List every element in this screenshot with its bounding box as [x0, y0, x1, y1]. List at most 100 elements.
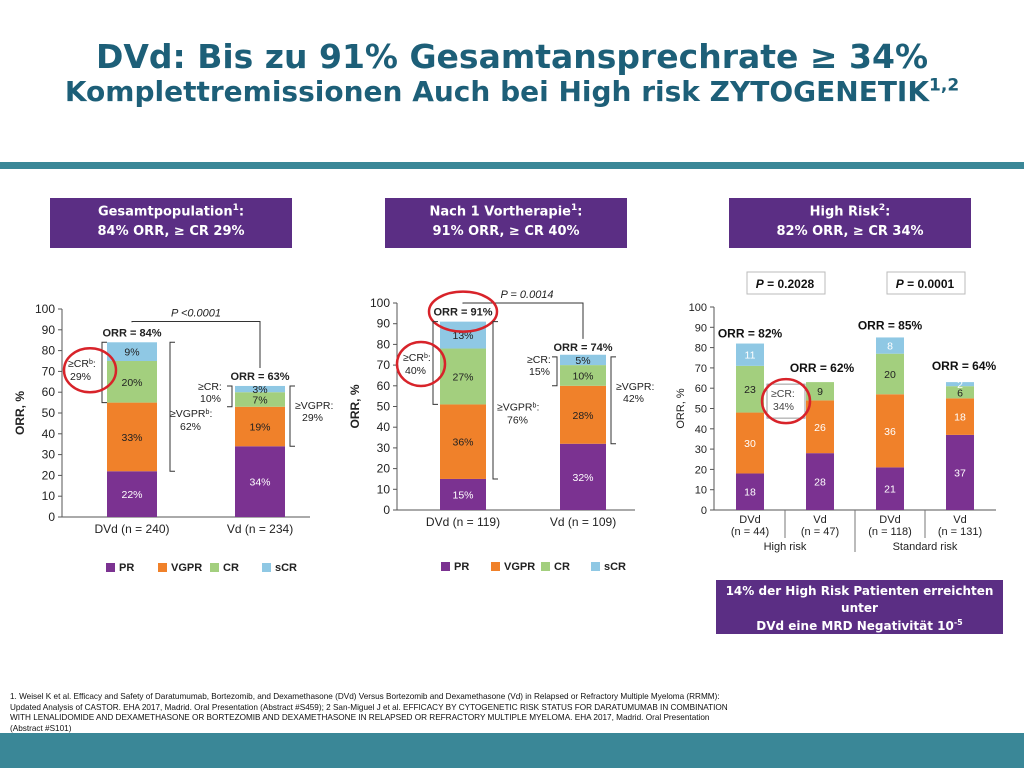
y-tick-label: 0 — [383, 503, 390, 517]
value-label-cr-0: 23 — [744, 384, 756, 396]
y-tick-label: 60 — [695, 383, 707, 395]
category-label-1: Vd (n = 109) — [550, 515, 616, 529]
category-sublabel-2: (n = 118) — [868, 526, 912, 538]
y-tick-label: 100 — [370, 296, 390, 310]
p-value-bracket — [131, 320, 261, 368]
y-tick-label: 40 — [42, 427, 56, 441]
y-tick-label: 80 — [42, 344, 56, 358]
legend-swatch-pr — [106, 563, 115, 572]
bar-scr-0 — [440, 321, 486, 349]
vgpr-annotation-vd-value: 42% — [623, 393, 644, 405]
value-label-scr-1: 5% — [575, 355, 590, 367]
value-label-vgpr-0: 30 — [744, 438, 756, 450]
legend-swatch-vgpr — [158, 563, 167, 572]
y-tick-label: 70 — [695, 363, 707, 375]
bar-cr-1 — [235, 392, 285, 407]
p-value-0: P = 0.2028 — [756, 277, 815, 291]
y-tick-label: 70 — [42, 364, 56, 378]
header-overall-sup: 1 — [232, 203, 239, 213]
value-label-scr-0: 13% — [452, 330, 473, 342]
header-box-overall-line2: 84% ORR, ≥ CR 29% — [97, 223, 245, 239]
value-label-cr-1: 9 — [817, 386, 823, 398]
orr-label-1: ORR = 63% — [231, 371, 290, 383]
orr-label-0: ORR = 91% — [434, 307, 493, 319]
bar-pr-1 — [235, 446, 285, 517]
bar-cr-2 — [876, 353, 904, 395]
bar-vgpr-1 — [560, 385, 606, 444]
bar-vgpr-0 — [107, 402, 157, 472]
vgpr-annotation-dvd-value: 62% — [180, 421, 201, 433]
cr-annotation-vd: ≥CR: — [198, 381, 222, 393]
orr-label-1: ORR = 62% — [790, 361, 855, 375]
category-sublabel-1: (n = 47) — [801, 526, 839, 538]
bar-pr-0 — [736, 473, 764, 510]
chart-overall-svg: 0 10 20 30 40 50 60 70 80 90 100 ORR, % 22% 33% 20% 9% D… — [13, 302, 333, 574]
bar-cr-3 — [946, 386, 974, 399]
category-sublabel-3: (n = 131) — [938, 526, 982, 538]
legend-label-scr: sCR — [604, 561, 626, 573]
bar-scr-1 — [560, 354, 606, 366]
bar-vgpr-0 — [736, 412, 764, 474]
value-label-cr-1: 10% — [572, 370, 593, 382]
header-box-overall-line1: Gesamtpopulation1: — [50, 202, 292, 222]
title-superscript: 1,2 — [929, 75, 960, 96]
vgpr-annotation-dvd-value: 76% — [507, 415, 528, 427]
p-value-box-high-risk — [746, 271, 826, 295]
header-overall-colon: : — [238, 204, 245, 220]
header-high-risk-sup: 2 — [878, 203, 886, 213]
value-label-cr-3: 6 — [957, 387, 963, 399]
value-label-vgpr-1: 19% — [249, 422, 270, 434]
y-tick-label: 100 — [35, 302, 55, 316]
legend-label-cr: CR — [223, 562, 239, 574]
cr-annotation: ≥CR: — [771, 388, 795, 400]
orr-label-3: ORR = 64% — [932, 359, 997, 373]
cr-annotation-dvd-value: 40% — [405, 365, 426, 377]
cr-annotation-vd-value: 15% — [529, 366, 550, 378]
header-box-one-prior: Nach 1 Vortherapie1: 91% ORR, ≥ CR 40% — [385, 198, 627, 248]
bar-scr-1 — [235, 385, 285, 393]
value-label-scr-2: 8 — [887, 341, 893, 353]
header-one-prior-colon: : — [577, 204, 583, 220]
legend-label-pr: PR — [454, 561, 469, 573]
y-tick-label: 0 — [48, 510, 55, 524]
y-tick-label: 80 — [695, 343, 707, 355]
y-axis-label: ORR, % — [13, 391, 27, 435]
vgpr-annotation-dvd: ≥VGPRb: — [170, 408, 212, 420]
references: 1. Weisel K et al. Efficacy and Safety o… — [10, 692, 728, 733]
vgpr-bracket-dvd — [492, 321, 498, 480]
bar-scr-2 — [876, 337, 904, 354]
value-label-scr-3: 2 — [957, 379, 963, 391]
highlight-circle-cr-dvd — [395, 340, 447, 388]
header-high-risk-colon: : — [885, 204, 891, 220]
vgpr-annotation-vd-value: 29% — [302, 412, 323, 424]
y-tick-label: 70 — [377, 358, 391, 372]
title-divider — [0, 162, 1024, 169]
group-label-high-risk: High risk — [764, 541, 807, 553]
bar-pr-1 — [806, 453, 834, 510]
y-axis-label: ORR, % — [675, 388, 687, 429]
bar-scr-0 — [107, 342, 157, 361]
vgpr-annotation-vd: ≥VGPR: — [616, 381, 654, 393]
bar-vgpr-1 — [235, 406, 285, 447]
cr-bracket-dvd — [432, 321, 438, 405]
cr-annotation-vd: ≥CR: — [527, 354, 551, 366]
y-tick-label: 60 — [42, 385, 56, 399]
y-tick-label: 30 — [695, 444, 707, 456]
slide-title: DVd: Bis zu 91% Gesamtansprechrate ≥ 34%… — [0, 37, 1024, 109]
y-tick-label: 0 — [701, 505, 707, 517]
bar-cr-1 — [806, 382, 834, 401]
bar-scr-0 — [736, 343, 764, 366]
title-line-1: DVd: Bis zu 91% Gesamtansprechrate ≥ 34% — [95, 37, 929, 76]
header-high-risk-title: High Risk — [809, 204, 879, 220]
mrd-box-line2: DVd eine MRD Negativität 10-5 — [716, 617, 1003, 635]
highlight-circle-cr-dvd — [62, 346, 118, 394]
y-tick-label: 50 — [42, 406, 56, 420]
header-box-one-prior-line2: 91% ORR, ≥ CR 40% — [432, 223, 580, 239]
bar-pr-1 — [560, 443, 606, 510]
bar-pr-0 — [107, 471, 157, 517]
y-tick-label: 30 — [377, 441, 391, 455]
chart-overall: 0 10 20 30 40 50 60 70 80 90 100 ORR, % 22% 33% 20% 9% D… — [10, 262, 340, 582]
header-one-prior-sup: 1 — [570, 203, 578, 213]
orr-label-0: ORR = 82% — [718, 327, 783, 341]
